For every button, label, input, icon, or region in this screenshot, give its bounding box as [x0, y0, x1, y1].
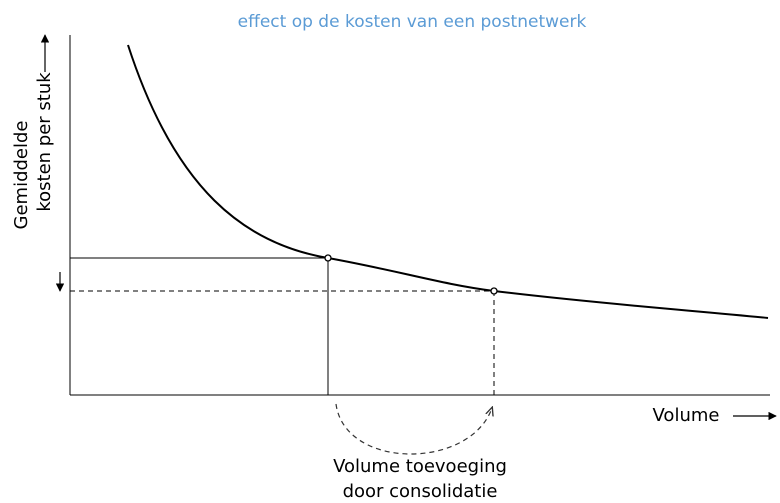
title: effect op de kosten van een postnetwerk [238, 12, 587, 32]
shift-arrow [335, 403, 492, 455]
y-axis-label: Gemiddelde [11, 121, 32, 230]
y-label-line: kosten per stuk [34, 72, 55, 212]
point [324, 254, 332, 262]
annotation-line: Volume toevoeging [333, 456, 507, 477]
annotation-line: door consolidatie [343, 481, 498, 502]
cost-curve [127, 44, 769, 319]
y-label-line: Gemiddelde [11, 121, 32, 230]
point [490, 287, 498, 295]
x-axis-label: Volume [653, 405, 720, 426]
y-axis-label: kosten per stuk [34, 72, 55, 212]
